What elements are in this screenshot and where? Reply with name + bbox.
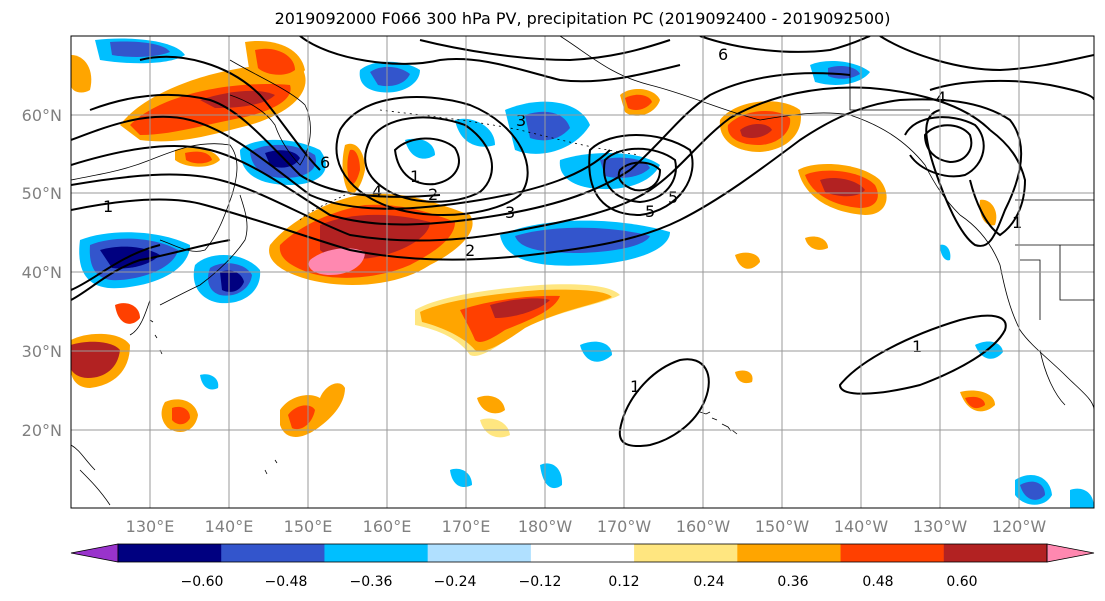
precip-anomaly-fills bbox=[71, 38, 1094, 508]
lon-label: 160°W bbox=[676, 517, 731, 536]
map-title: 2019092000 F066 300 hPa PV, precipitatio… bbox=[274, 9, 891, 28]
lon-label: 140°W bbox=[834, 517, 889, 536]
lon-label: 130°W bbox=[913, 517, 968, 536]
colorbar-tick: 0.12 bbox=[608, 574, 639, 590]
contour-label: 2 bbox=[428, 185, 438, 204]
contour-label: 5 bbox=[645, 202, 655, 221]
lon-label: 140°E bbox=[205, 517, 254, 536]
longitude-labels: 130°E 140°E 150°E 160°E 170°E 180°W 170°… bbox=[126, 517, 1047, 536]
graticule bbox=[71, 36, 1094, 508]
latitude-labels: 60°N 50°N 40°N 30°N 20°N bbox=[22, 106, 62, 440]
contour-label: 6 bbox=[320, 153, 330, 172]
colorbar-tick: −0.36 bbox=[350, 574, 393, 590]
contour-label: 5 bbox=[668, 188, 678, 207]
colorbar-extend-low bbox=[70, 543, 119, 563]
contour-label: 6 bbox=[718, 45, 728, 64]
colorbar-cell bbox=[324, 544, 429, 562]
contour-label: 1 bbox=[103, 197, 113, 216]
colorbar: −0.60 −0.48 −0.36 −0.24 −0.12 0.12 0.24 … bbox=[70, 543, 1095, 590]
lon-label: 150°W bbox=[755, 517, 810, 536]
pv-contours bbox=[71, 36, 1094, 448]
colorbar-ticks: −0.60 −0.48 −0.36 −0.24 −0.12 0.12 0.24 … bbox=[181, 574, 978, 590]
colorbar-tick: 0.36 bbox=[777, 574, 808, 590]
colorbar-cell bbox=[118, 544, 222, 562]
colorbar-outline bbox=[117, 543, 1048, 563]
colorbar-cell bbox=[840, 544, 945, 562]
colorbar-tick: −0.60 bbox=[181, 574, 224, 590]
colorbar-tick: −0.24 bbox=[434, 574, 477, 590]
colorbar-cell bbox=[943, 544, 1048, 562]
lat-label: 50°N bbox=[22, 184, 62, 203]
lon-label: 160°E bbox=[363, 517, 412, 536]
coastlines bbox=[71, 36, 1094, 506]
lat-label: 20°N bbox=[22, 421, 62, 440]
colorbar-tick: −0.48 bbox=[265, 574, 308, 590]
colorbar-cell bbox=[427, 544, 532, 562]
contour-label: 3 bbox=[516, 111, 526, 130]
contour-label: 1 bbox=[912, 337, 922, 356]
lat-label: 30°N bbox=[22, 342, 62, 361]
map-frame bbox=[70, 35, 1095, 509]
contour-labels: 1 2 3 4 5 6 1 2 3 1 1 1 4 5 6 bbox=[103, 45, 1022, 396]
contour-label: 3 bbox=[505, 203, 515, 222]
lon-label: 130°E bbox=[126, 517, 175, 536]
lat-label: 60°N bbox=[22, 106, 62, 125]
colorbar-extend-high bbox=[1046, 543, 1095, 563]
contour-label: 1 bbox=[410, 167, 420, 186]
lon-label: 150°E bbox=[284, 517, 333, 536]
lon-label: 120°W bbox=[992, 517, 1047, 536]
contour-label: 1 bbox=[1012, 213, 1022, 232]
contour-label: 4 bbox=[372, 182, 382, 201]
lon-label: 170°W bbox=[597, 517, 652, 536]
colorbar-tick: 0.48 bbox=[862, 574, 893, 590]
colorbar-tick: −0.12 bbox=[519, 574, 562, 590]
colorbar-cell bbox=[221, 544, 325, 562]
contour-label: 1 bbox=[630, 377, 640, 396]
colorbar-cell bbox=[634, 544, 738, 562]
lon-label: 180°W bbox=[518, 517, 573, 536]
lon-label: 170°E bbox=[442, 517, 491, 536]
contour-label: 4 bbox=[936, 88, 946, 107]
colorbar-tick: 0.24 bbox=[693, 574, 724, 590]
contour-label: 2 bbox=[465, 241, 475, 260]
colorbar-cell bbox=[737, 544, 842, 562]
lat-label: 40°N bbox=[22, 263, 62, 282]
colorbar-tick: 0.60 bbox=[946, 574, 977, 590]
colorbar-cell bbox=[530, 544, 635, 562]
